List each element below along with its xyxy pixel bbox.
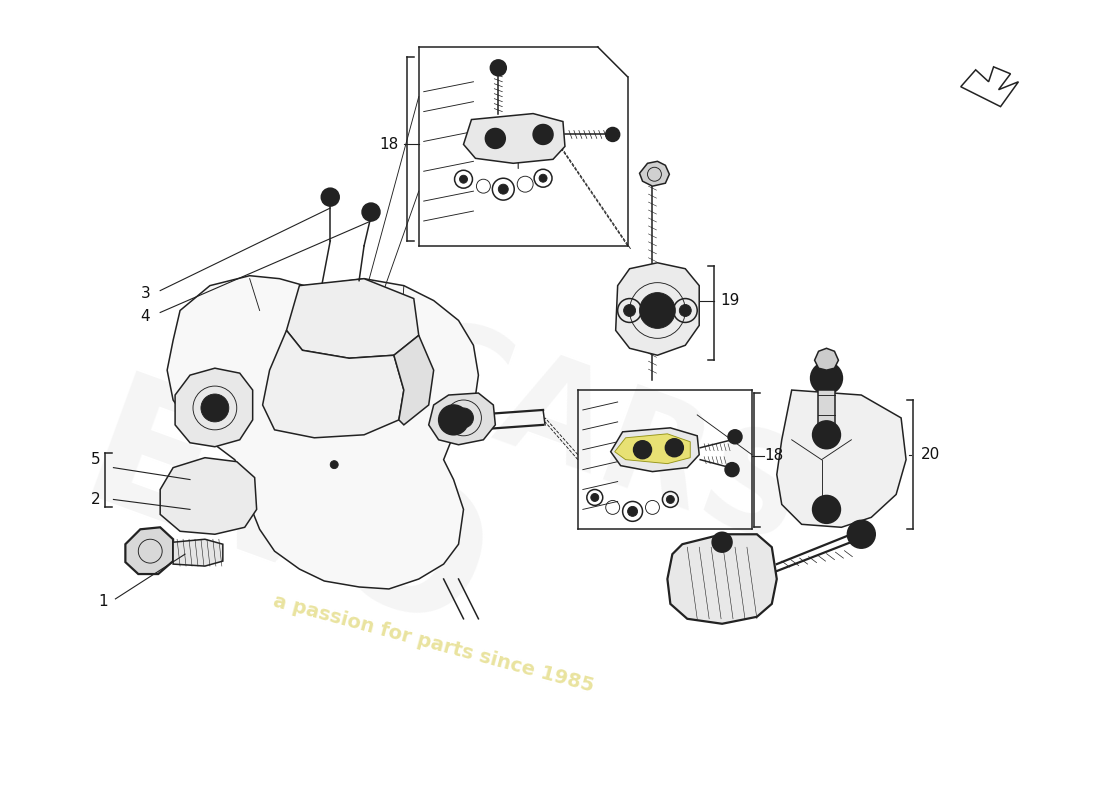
Circle shape (638, 446, 647, 454)
Text: EVO: EVO (60, 366, 509, 673)
Circle shape (670, 444, 679, 452)
Circle shape (591, 494, 598, 502)
Polygon shape (286, 278, 419, 358)
Circle shape (321, 188, 339, 206)
Circle shape (539, 174, 547, 182)
Circle shape (367, 208, 375, 216)
Circle shape (818, 427, 835, 442)
Bar (817, 390, 836, 425)
Polygon shape (173, 539, 223, 566)
Circle shape (327, 193, 334, 201)
Circle shape (817, 369, 836, 387)
Text: 3: 3 (141, 286, 150, 301)
Circle shape (725, 462, 739, 477)
Circle shape (606, 127, 619, 142)
Polygon shape (616, 262, 700, 355)
Circle shape (712, 532, 732, 552)
Circle shape (823, 374, 830, 382)
Circle shape (485, 129, 505, 148)
Circle shape (208, 401, 222, 415)
Text: 18: 18 (763, 448, 783, 463)
Circle shape (453, 408, 473, 428)
Circle shape (680, 305, 691, 317)
Circle shape (728, 430, 743, 444)
Polygon shape (175, 368, 253, 446)
Text: 19: 19 (720, 293, 739, 308)
Circle shape (460, 175, 467, 183)
Circle shape (534, 125, 553, 145)
Polygon shape (610, 428, 700, 472)
Circle shape (813, 421, 840, 449)
Polygon shape (777, 390, 906, 527)
Circle shape (538, 130, 548, 139)
Circle shape (446, 412, 462, 428)
Polygon shape (639, 162, 670, 186)
Text: 18: 18 (379, 137, 399, 152)
Circle shape (362, 203, 380, 221)
Circle shape (639, 293, 675, 328)
Polygon shape (429, 393, 495, 445)
Polygon shape (161, 458, 256, 534)
Circle shape (201, 394, 229, 422)
Text: 2: 2 (90, 492, 100, 507)
Polygon shape (394, 335, 433, 425)
Text: 20: 20 (921, 447, 940, 462)
Circle shape (813, 495, 840, 523)
Text: 1: 1 (99, 594, 108, 610)
Polygon shape (815, 348, 838, 370)
Circle shape (666, 438, 683, 457)
Circle shape (624, 305, 636, 317)
Polygon shape (125, 527, 173, 574)
Circle shape (717, 538, 727, 547)
Circle shape (648, 301, 668, 321)
Circle shape (491, 134, 501, 143)
Circle shape (439, 405, 469, 435)
Circle shape (628, 506, 638, 516)
Polygon shape (167, 276, 478, 589)
Circle shape (811, 362, 843, 394)
Circle shape (847, 520, 876, 548)
Polygon shape (668, 534, 777, 624)
Circle shape (498, 184, 508, 194)
Circle shape (330, 461, 338, 469)
Text: a passion for parts since 1985: a passion for parts since 1985 (272, 591, 596, 696)
Circle shape (855, 527, 868, 542)
Text: CARS: CARS (384, 305, 822, 574)
Circle shape (634, 441, 651, 458)
Circle shape (667, 495, 674, 503)
Text: 4: 4 (141, 309, 150, 324)
Polygon shape (263, 330, 404, 438)
Circle shape (821, 503, 833, 515)
Circle shape (491, 60, 506, 76)
Polygon shape (615, 434, 691, 464)
Text: 5: 5 (90, 452, 100, 467)
Polygon shape (463, 114, 565, 163)
